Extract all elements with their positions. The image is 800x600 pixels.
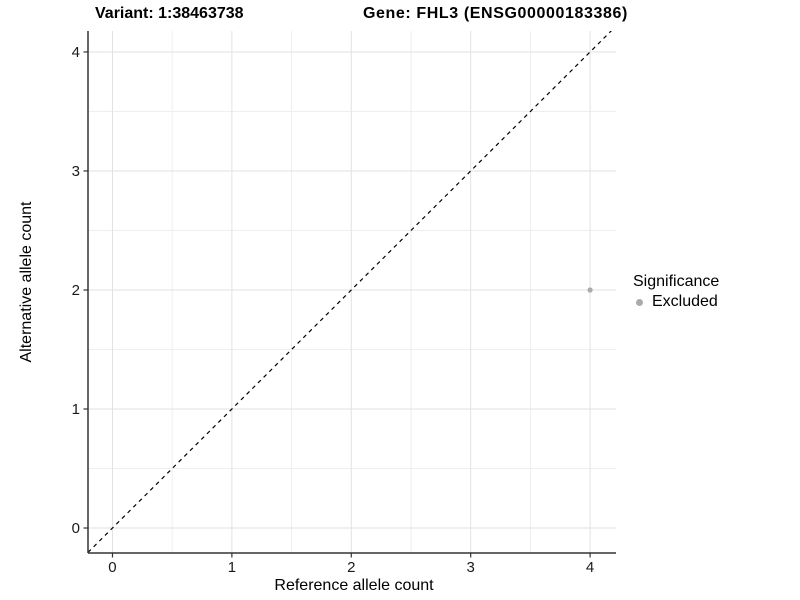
- x-tick-label: 4: [586, 559, 594, 576]
- plot-title-gene: Gene: FHL3 (ENSG00000183386): [363, 5, 628, 22]
- legend: Significance Excluded: [633, 273, 719, 311]
- y-tick-label: 2: [72, 282, 80, 299]
- y-tick-label: 0: [72, 520, 80, 537]
- x-tick-label: 3: [467, 559, 475, 576]
- legend-item: Excluded: [633, 293, 719, 311]
- data-point: [587, 287, 593, 293]
- identity-line: [88, 31, 612, 553]
- x-tick-label: 2: [347, 559, 355, 576]
- plot-title-variant: Variant: 1:38463738: [95, 5, 244, 22]
- legend-item-label: Excluded: [652, 293, 718, 310]
- legend-title: Significance: [633, 273, 720, 290]
- legend-dot-icon: [636, 298, 643, 306]
- x-tick-label: 0: [108, 559, 116, 576]
- y-tick-label: 1: [72, 401, 80, 418]
- x-tick-label: 1: [228, 559, 236, 576]
- y-tick-label: 3: [72, 163, 80, 180]
- y-tick-label: 4: [72, 44, 80, 61]
- x-axis-title: Reference allele count: [274, 577, 434, 594]
